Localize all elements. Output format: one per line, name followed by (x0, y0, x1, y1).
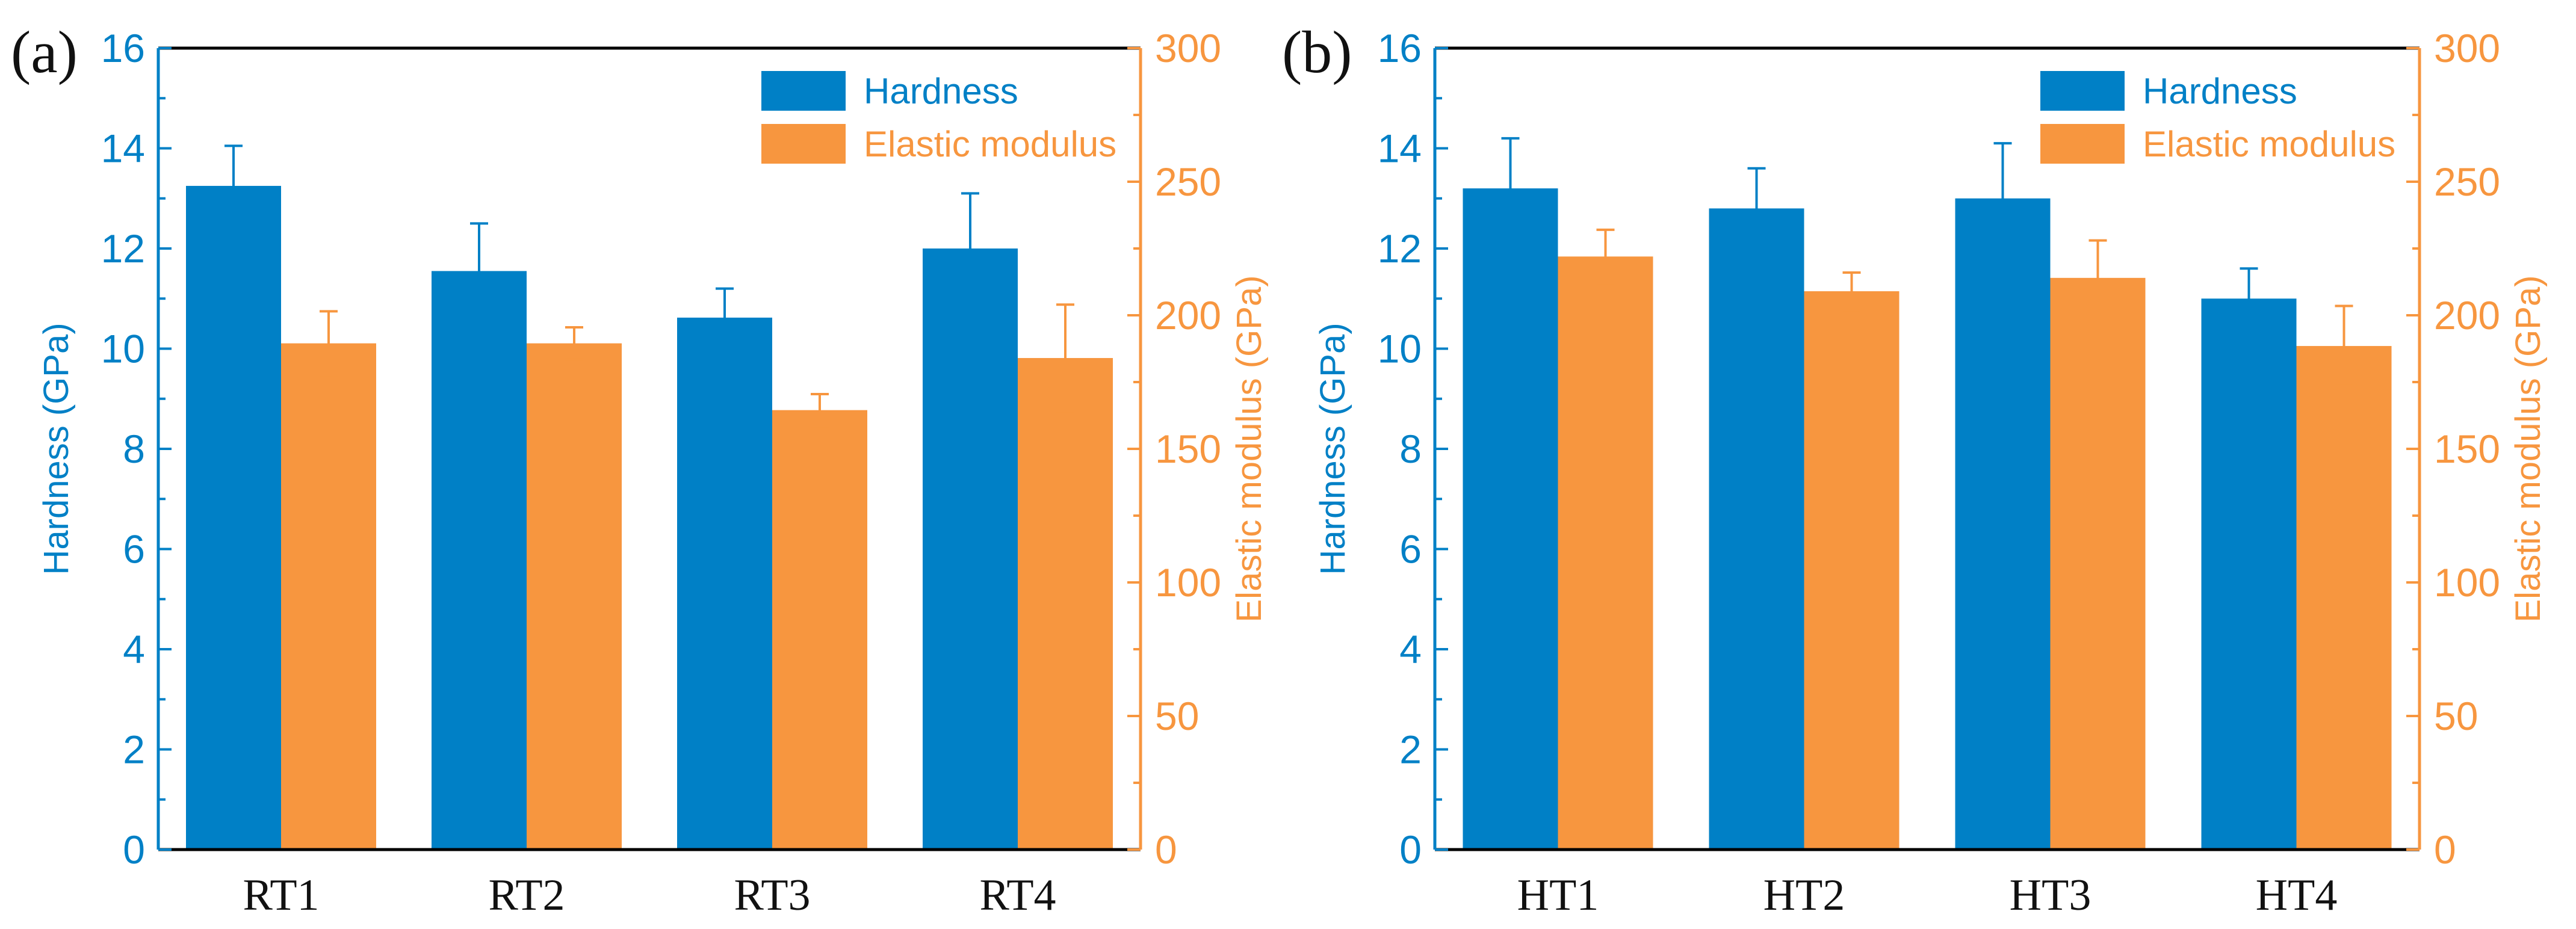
hardness-error-bar-RT2 (470, 222, 488, 320)
elastic-modulus-bar-RT1 (281, 343, 376, 850)
elastic-modulus-error-bar-HT4 (2335, 304, 2353, 387)
hardness-error-bar-RT1 (224, 144, 243, 227)
legend-label-hardness: Hardness (2143, 71, 2297, 111)
right-y-tick-label: 0 (2434, 827, 2456, 872)
elastic-modulus-error-bar-HT2 (1842, 271, 1861, 312)
left-y-tick-label: 16 (101, 26, 145, 70)
x-tick-label-RT2: RT2 (488, 871, 565, 920)
elastic-modulus-error-bar-RT1 (320, 310, 338, 377)
x-tick-label-RT4: RT4 (979, 871, 1056, 920)
chart-panel-2: HT1 HT2 HT3 HT4 0 2 4 6 8 10 12 14 16 0 50 100 150 200 250… (1282, 19, 2548, 920)
left-y-tick-label: 4 (1399, 627, 1422, 671)
x-tick-label-RT3: RT3 (734, 871, 810, 920)
hardness-bar-HT1 (1463, 188, 1558, 850)
legend-swatch-hardness (2040, 71, 2125, 111)
left-y-tick-label: 6 (123, 527, 145, 572)
legend-swatch-hardness (761, 71, 846, 111)
legend: Hardness Elastic modulus (761, 71, 1116, 164)
left-y-tick-label: 0 (123, 827, 145, 872)
elastic-modulus-bar-RT3 (772, 410, 867, 850)
hardness-bar-RT4 (923, 248, 1018, 850)
left-y-axis-title: Hardness (GPa) (37, 323, 76, 575)
left-y-tick-label: 8 (1399, 427, 1422, 471)
right-y-tick-label: 250 (2434, 159, 2500, 204)
right-y-tick-label: 50 (2434, 694, 2478, 738)
elastic-modulus-bar-HT1 (1558, 256, 1653, 850)
left-y-tick-label: 6 (1399, 527, 1422, 572)
hardness-bar-RT1 (186, 185, 281, 850)
right-y-axis-title: Elastic modulus (GPa) (1230, 276, 1269, 623)
left-y-tick-label: 14 (1378, 126, 1422, 171)
left-y-tick-label: 14 (101, 126, 145, 171)
right-y-tick-label: 200 (1155, 293, 1221, 338)
right-y-tick-label: 200 (2434, 293, 2500, 338)
elastic-modulus-error-bar-HT1 (1596, 228, 1615, 285)
left-y-tick-label: 2 (1399, 727, 1422, 772)
right-y-tick-label: 150 (1155, 427, 1221, 471)
x-tick-label-RT1: RT1 (243, 871, 319, 920)
hardness-bar-HT4 (2201, 298, 2297, 850)
hardness-error-bar-HT4 (2240, 267, 2258, 330)
elastic-modulus-bar-RT4 (1018, 358, 1113, 850)
elastic-modulus-error-bar-HT3 (2088, 239, 2107, 316)
hardness-error-bar-RT3 (716, 287, 734, 348)
hardness-error-bar-HT1 (1501, 137, 1520, 240)
elastic-modulus-bar-RT2 (527, 343, 622, 850)
right-y-tick-label: 300 (2434, 26, 2500, 70)
hardness-error-bar-RT4 (961, 192, 979, 305)
right-y-tick-label: 50 (1155, 694, 1199, 738)
panel-label: (a) (11, 19, 78, 85)
hardness-error-bar-HT2 (1747, 167, 1766, 250)
left-y-tick-label: 10 (1378, 327, 1422, 371)
x-tick-label-HT3: HT3 (2010, 871, 2091, 920)
x-tick-label-HT1: HT1 (1517, 871, 1599, 920)
elastic-modulus-error-bar-RT3 (811, 392, 829, 428)
legend-label-elastic-modulus: Elastic modulus (864, 124, 1116, 164)
hardness-bar-RT3 (677, 317, 772, 850)
legend-swatch-elastic-modulus (2040, 124, 2125, 164)
right-y-tick-label: 300 (1155, 26, 1221, 70)
hardness-bar-HT3 (1955, 198, 2051, 850)
left-y-tick-label: 12 (1378, 226, 1422, 271)
chart-panel-1: RT1 RT2 RT3 RT4 0 2 4 6 8 10 12 14 16 0 50 100 150 200 250… (11, 19, 1269, 920)
left-y-tick-label: 16 (1378, 26, 1422, 70)
legend-label-elastic-modulus: Elastic modulus (2143, 124, 2395, 164)
right-y-axis-title: Elastic modulus (GPa) (2509, 276, 2548, 623)
right-y-tick-label: 0 (1155, 827, 1177, 872)
left-y-axis-title: Hardness (GPa) (1313, 323, 1352, 575)
left-y-tick-label: 2 (123, 727, 145, 772)
elastic-modulus-error-bar-RT2 (565, 326, 583, 361)
elastic-modulus-bar-HT2 (1804, 291, 1899, 850)
hardness-error-bar-HT3 (1993, 142, 2012, 255)
legend-swatch-elastic-modulus (761, 124, 846, 164)
hardness-bar-HT2 (1709, 208, 1804, 850)
right-y-tick-label: 100 (1155, 560, 1221, 605)
elastic-modulus-bar-HT3 (2050, 277, 2146, 850)
left-y-tick-label: 10 (101, 327, 145, 371)
hardness-bar-RT2 (432, 271, 527, 850)
right-y-tick-label: 100 (2434, 560, 2500, 605)
legend: Hardness Elastic modulus (2040, 71, 2395, 164)
left-y-tick-label: 12 (101, 226, 145, 271)
elastic-modulus-bar-HT4 (2296, 346, 2392, 850)
right-y-tick-label: 250 (1155, 159, 1221, 204)
panel-label: (b) (1282, 19, 1352, 85)
x-tick-label-HT4: HT4 (2256, 871, 2338, 920)
left-y-tick-label: 4 (123, 627, 145, 671)
left-y-tick-label: 0 (1399, 827, 1422, 872)
right-y-tick-label: 150 (2434, 427, 2500, 471)
legend-label-hardness: Hardness (864, 71, 1018, 111)
x-tick-label-HT2: HT2 (1763, 871, 1845, 920)
elastic-modulus-error-bar-RT4 (1056, 303, 1074, 413)
left-y-tick-label: 8 (123, 427, 145, 471)
